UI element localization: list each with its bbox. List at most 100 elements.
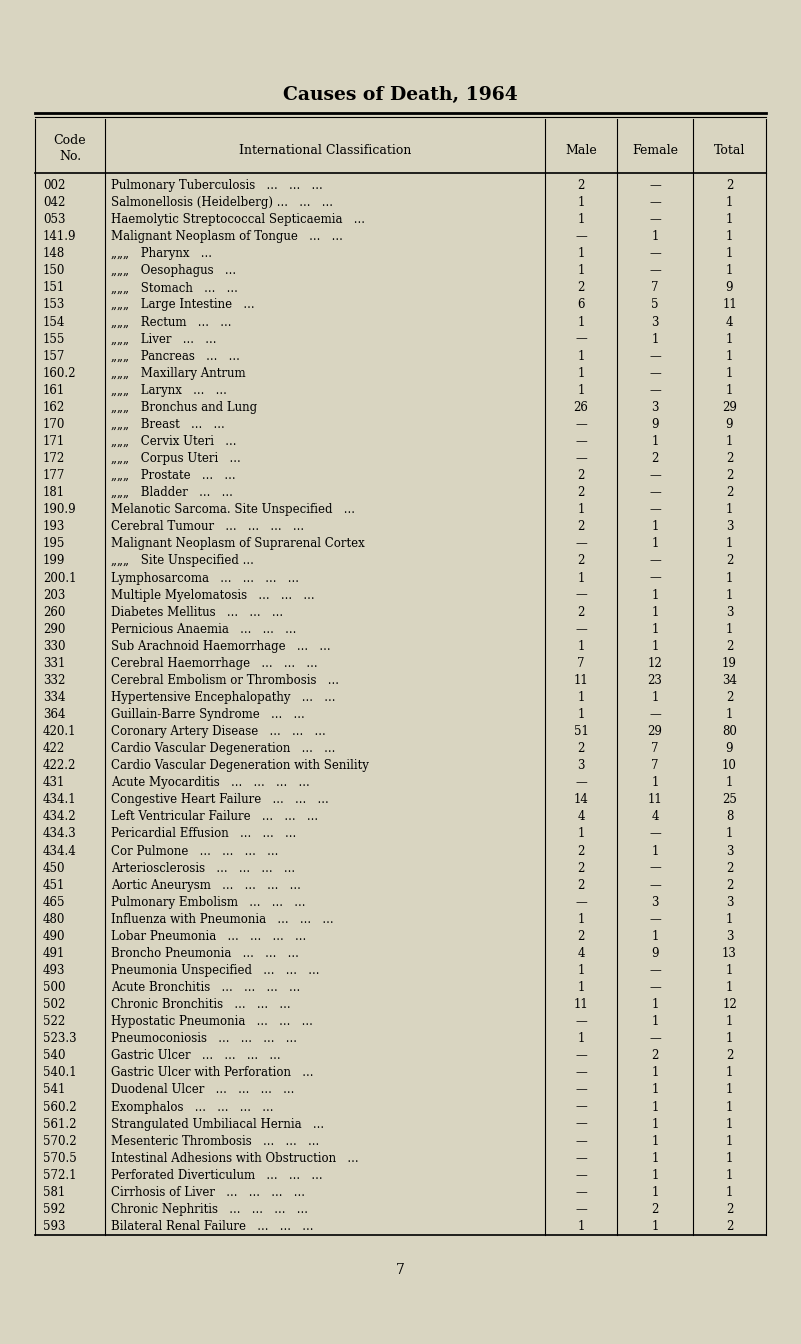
Text: „„„ Cervix Uteri   ...: „„„ Cervix Uteri ...: [111, 435, 236, 448]
Text: 4: 4: [578, 948, 585, 960]
Text: 3: 3: [651, 316, 658, 328]
Text: 1: 1: [726, 196, 733, 210]
Text: —: —: [649, 862, 661, 875]
Text: 3: 3: [578, 759, 585, 773]
Text: Guillain-Barre Syndrome   ...   ...: Guillain-Barre Syndrome ... ...: [111, 708, 304, 720]
Text: 330: 330: [43, 640, 66, 653]
Text: 150: 150: [43, 265, 66, 277]
Text: 154: 154: [43, 316, 66, 328]
Text: 11: 11: [648, 793, 662, 806]
Text: 2: 2: [578, 281, 585, 294]
Text: 1: 1: [578, 503, 585, 516]
Text: 1: 1: [726, 589, 733, 602]
Text: 053: 053: [43, 214, 66, 226]
Text: 34: 34: [722, 673, 737, 687]
Text: „„„ Site Unspecified ...: „„„ Site Unspecified ...: [111, 555, 254, 567]
Text: 1: 1: [651, 1185, 658, 1199]
Text: 491: 491: [43, 948, 66, 960]
Text: —: —: [649, 913, 661, 926]
Text: 434.4: 434.4: [43, 844, 77, 857]
Text: 2: 2: [726, 862, 733, 875]
Text: 1: 1: [726, 435, 733, 448]
Text: 11: 11: [574, 673, 589, 687]
Text: Congestive Heart Failure   ...   ...   ...: Congestive Heart Failure ... ... ...: [111, 793, 328, 806]
Text: 042: 042: [43, 196, 66, 210]
Text: Cirrhosis of Liver   ...   ...   ...   ...: Cirrhosis of Liver ... ... ... ...: [111, 1185, 305, 1199]
Text: 2: 2: [578, 879, 585, 891]
Text: 1: 1: [726, 1169, 733, 1181]
Text: 1: 1: [578, 247, 585, 261]
Text: 2: 2: [726, 555, 733, 567]
Text: „„„ Corpus Uteri   ...: „„„ Corpus Uteri ...: [111, 452, 241, 465]
Text: —: —: [575, 777, 587, 789]
Text: —: —: [575, 1134, 587, 1148]
Text: —: —: [649, 503, 661, 516]
Text: 160.2: 160.2: [43, 367, 77, 380]
Text: 5: 5: [651, 298, 658, 312]
Text: 1: 1: [726, 964, 733, 977]
Text: Pneumoconiosis   ...   ...   ...   ...: Pneumoconiosis ... ... ... ...: [111, 1032, 297, 1046]
Text: 592: 592: [43, 1203, 66, 1216]
Text: 1: 1: [651, 1152, 658, 1165]
Text: 2: 2: [726, 469, 733, 482]
Text: 1: 1: [651, 1134, 658, 1148]
Text: Coronary Artery Disease   ...   ...   ...: Coronary Artery Disease ... ... ...: [111, 726, 326, 738]
Text: —: —: [575, 538, 587, 551]
Text: 2: 2: [726, 179, 733, 192]
Text: 1: 1: [726, 1066, 733, 1079]
Text: 2: 2: [726, 1220, 733, 1232]
Text: 572.1: 572.1: [43, 1169, 77, 1181]
Text: Malignant Neoplasm of Tongue   ...   ...: Malignant Neoplasm of Tongue ... ...: [111, 230, 343, 243]
Text: Cardio Vascular Degeneration   ...   ...: Cardio Vascular Degeneration ... ...: [111, 742, 336, 755]
Text: Total: Total: [714, 145, 745, 157]
Text: —: —: [575, 1203, 587, 1216]
Text: 25: 25: [722, 793, 737, 806]
Text: 422: 422: [43, 742, 65, 755]
Text: 1: 1: [726, 1152, 733, 1165]
Text: „„„ Liver   ...   ...: „„„ Liver ... ...: [111, 332, 216, 345]
Text: Hypertensive Encephalopathy   ...   ...: Hypertensive Encephalopathy ... ...: [111, 691, 336, 704]
Text: 420.1: 420.1: [43, 726, 77, 738]
Text: 12: 12: [723, 999, 737, 1011]
Text: 1: 1: [726, 384, 733, 396]
Text: 8: 8: [726, 810, 733, 824]
Text: 2: 2: [578, 487, 585, 499]
Text: 1: 1: [578, 1220, 585, 1232]
Text: —: —: [575, 1152, 587, 1165]
Text: 1: 1: [726, 828, 733, 840]
Text: 1: 1: [651, 999, 658, 1011]
Text: 331: 331: [43, 657, 66, 669]
Text: 1: 1: [578, 316, 585, 328]
Text: Male: Male: [566, 145, 597, 157]
Text: Lobar Pneumonia   ...   ...   ...   ...: Lobar Pneumonia ... ... ... ...: [111, 930, 306, 943]
Text: 80: 80: [722, 726, 737, 738]
Text: —: —: [575, 332, 587, 345]
Text: 1: 1: [578, 691, 585, 704]
Text: Causes of Death, 1964: Causes of Death, 1964: [283, 86, 518, 103]
Text: Pernicious Anaemia   ...   ...   ...: Pernicious Anaemia ... ... ...: [111, 622, 296, 636]
Text: 290: 290: [43, 622, 66, 636]
Text: „„„ Large Intestine   ...: „„„ Large Intestine ...: [111, 298, 255, 312]
Text: 1: 1: [651, 332, 658, 345]
Text: Left Ventricular Failure   ...   ...   ...: Left Ventricular Failure ... ... ...: [111, 810, 318, 824]
Text: 493: 493: [43, 964, 66, 977]
Text: Gastric Ulcer   ...   ...   ...   ...: Gastric Ulcer ... ... ... ...: [111, 1050, 280, 1062]
Text: 1: 1: [726, 214, 733, 226]
Text: 51: 51: [574, 726, 589, 738]
Text: 1: 1: [651, 435, 658, 448]
Text: 1: 1: [726, 332, 733, 345]
Text: 422.2: 422.2: [43, 759, 76, 773]
Text: 1: 1: [578, 571, 585, 585]
Text: 434.3: 434.3: [43, 828, 77, 840]
Text: 9: 9: [651, 948, 658, 960]
Text: 2: 2: [651, 1050, 658, 1062]
Text: Pericardial Effusion   ...   ...   ...: Pericardial Effusion ... ... ...: [111, 828, 296, 840]
Text: —: —: [649, 179, 661, 192]
Text: —: —: [575, 1015, 587, 1028]
Text: 1: 1: [651, 1083, 658, 1097]
Text: Pneumonia Unspecified   ...   ...   ...: Pneumonia Unspecified ... ... ...: [111, 964, 320, 977]
Text: 3: 3: [726, 930, 733, 943]
Text: 561.2: 561.2: [43, 1118, 77, 1130]
Text: „„„ Maxillary Antrum: „„„ Maxillary Antrum: [111, 367, 246, 380]
Text: 199: 199: [43, 555, 66, 567]
